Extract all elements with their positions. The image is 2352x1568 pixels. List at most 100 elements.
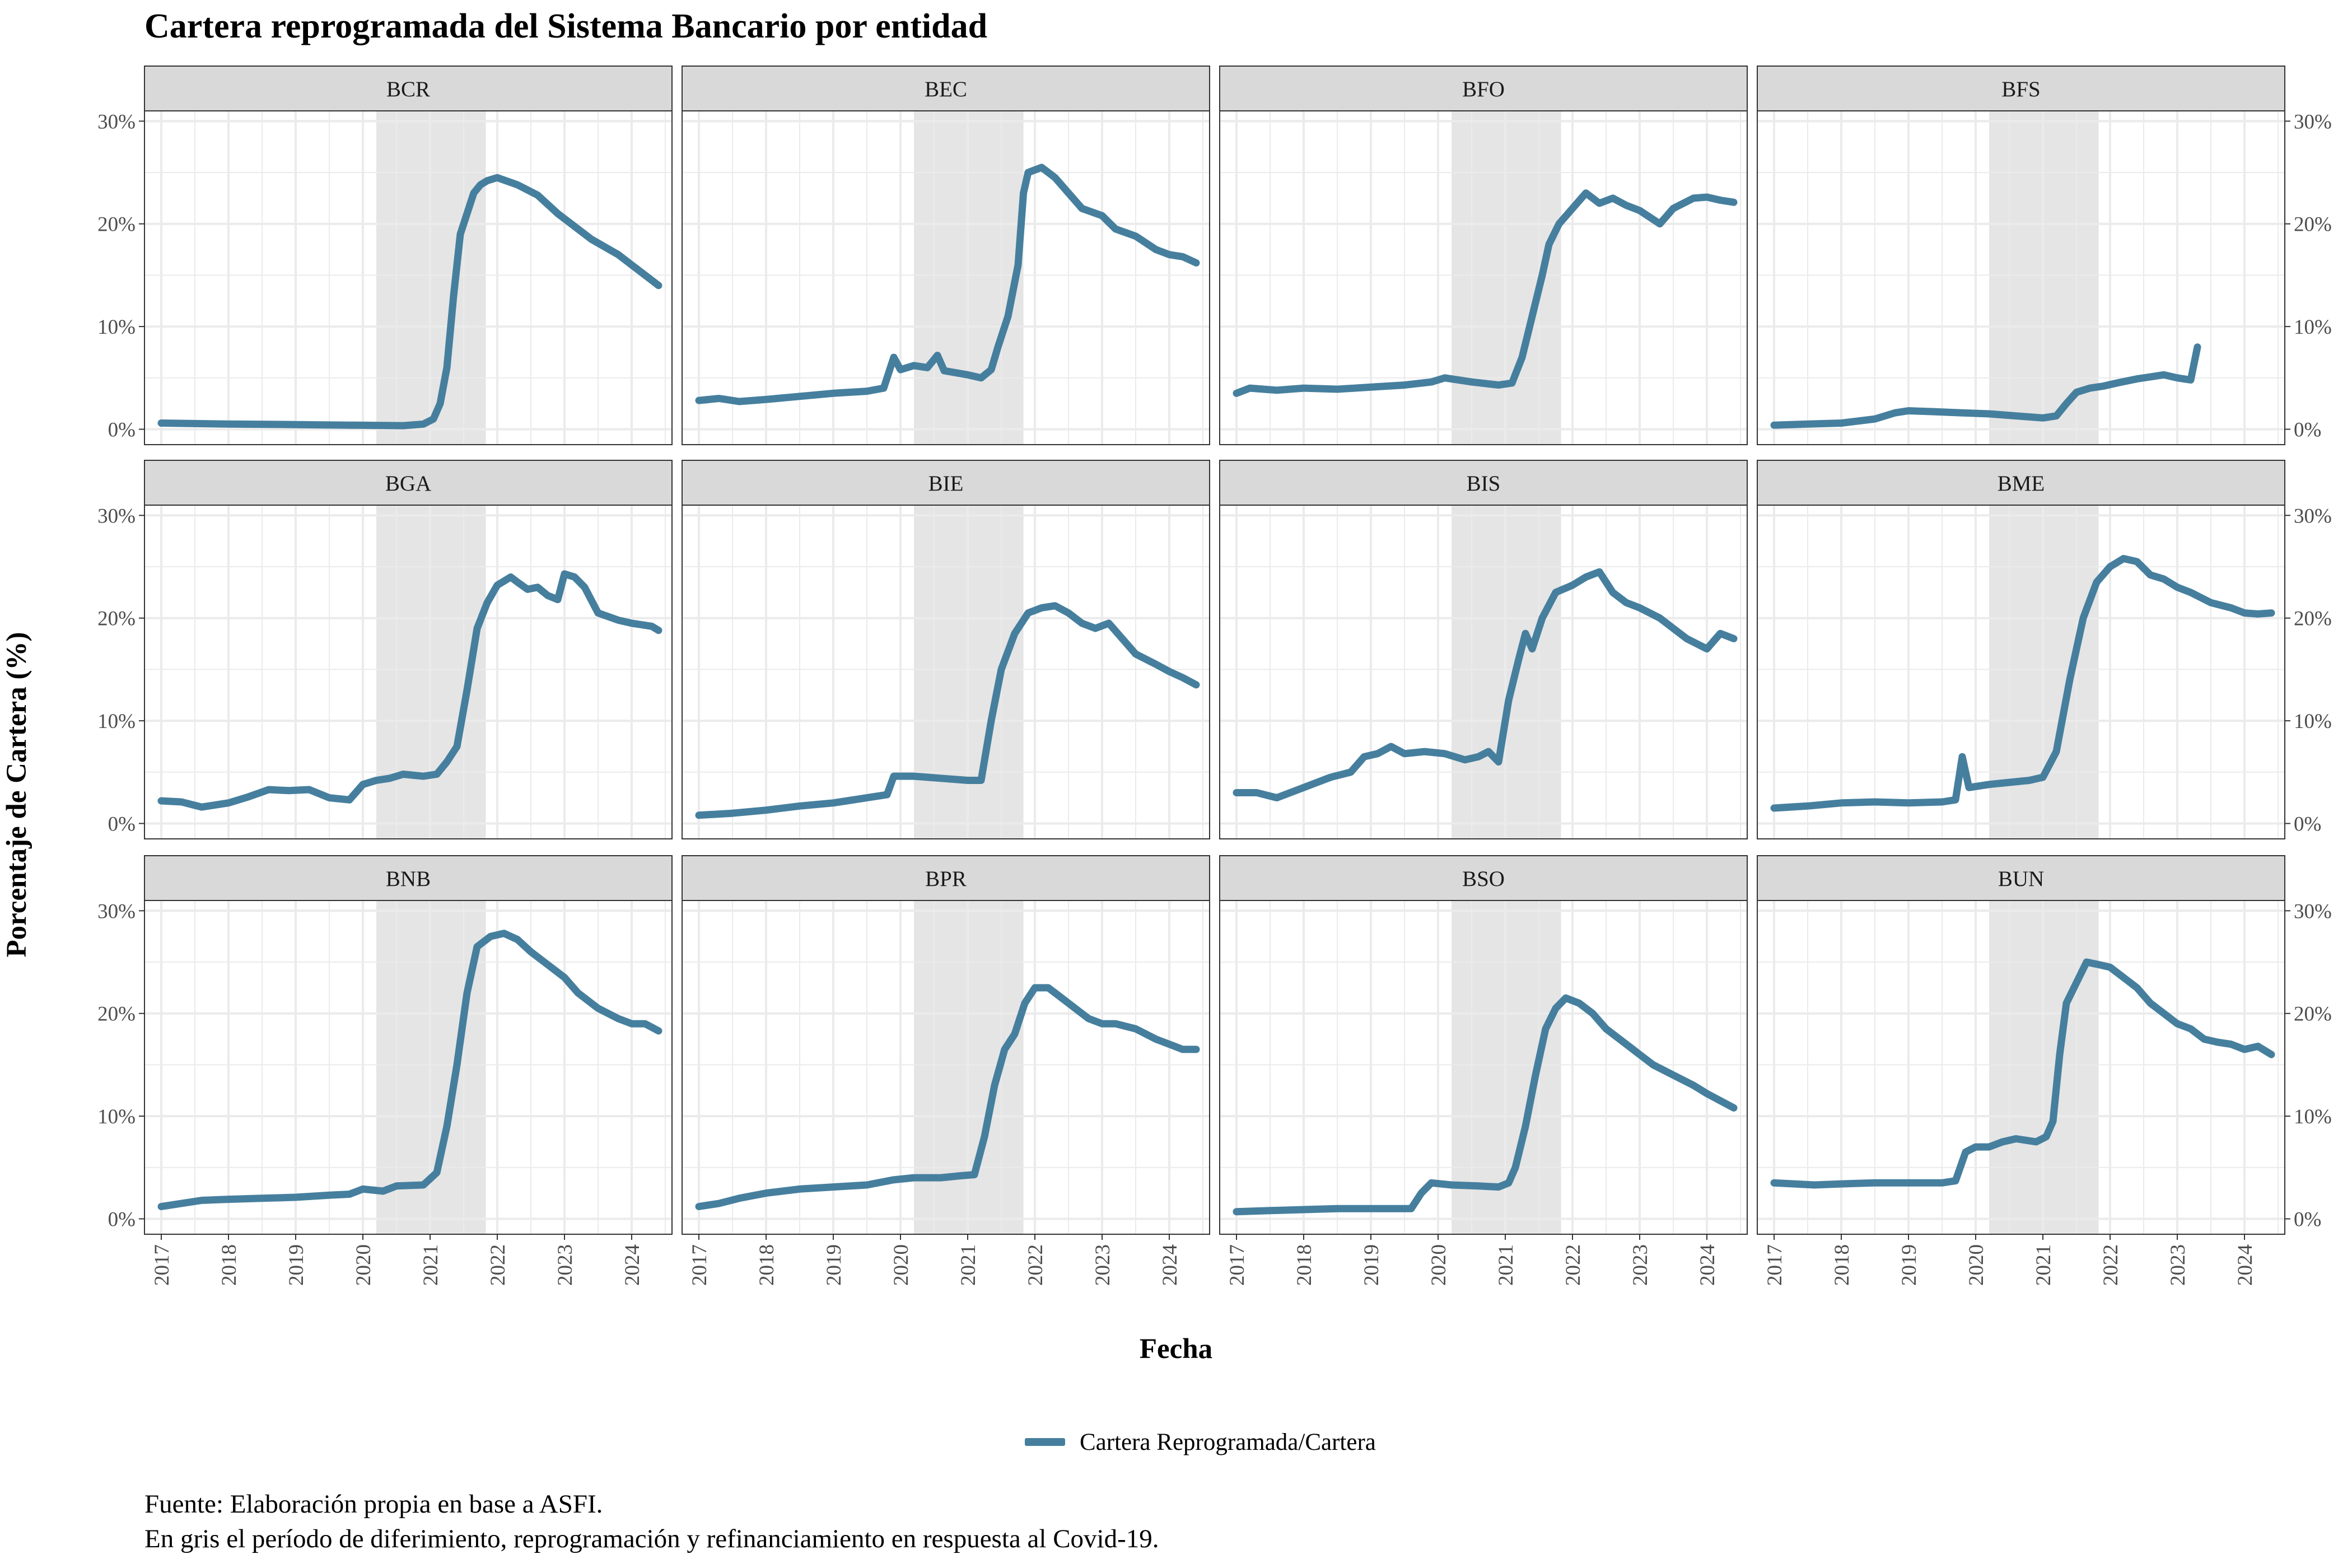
y-tick-label: 20% — [97, 608, 136, 631]
facet-strip — [1219, 460, 1748, 506]
facet-strip — [682, 460, 1210, 506]
panel-border — [1757, 505, 2285, 839]
y-tick-label: 10% — [97, 710, 136, 733]
x-tick-label: 2023 — [1091, 1244, 1114, 1286]
facet-strip-label: BME — [1998, 472, 2045, 496]
facet-strip-label: BIE — [928, 472, 964, 496]
facet-panel-bie: BIE — [682, 460, 1210, 839]
x-tick-label: 2017 — [1763, 1244, 1786, 1286]
x-tick-label: 2022 — [2099, 1244, 2122, 1286]
facet-strip-label: BFO — [1462, 77, 1505, 101]
facet-strip-label: BPR — [925, 867, 967, 891]
x-tick-label: 2017 — [688, 1244, 711, 1286]
y-tick-label: 0% — [108, 813, 136, 836]
facet-panel-bun: BUN 0% 10% 20% 30% 2017 2018 2019 2020 2021 2022 20… — [1757, 855, 2332, 1286]
x-tick-label: 2024 — [621, 1244, 644, 1286]
x-tick-label: 2017 — [151, 1244, 174, 1286]
x-tick-label: 2017 — [1226, 1244, 1249, 1286]
panel-border — [682, 900, 1210, 1235]
facet-strip — [1757, 855, 2285, 901]
facet-panel-bso: BSO 2017 2018 2019 2020 2021 2022 2023 2024 — [1219, 855, 1748, 1286]
series-line-bga — [157, 570, 662, 811]
facet-panel-bec: BEC — [682, 66, 1210, 445]
y-tick-label: 0% — [108, 1208, 136, 1231]
panel-border — [1219, 900, 1748, 1235]
x-tick-label: 2024 — [2234, 1244, 2257, 1286]
series-line-bfs — [1770, 343, 2201, 429]
series-line-bec — [695, 164, 1200, 405]
y-tick-label: 10% — [2294, 1105, 2332, 1128]
legend-line-key — [1025, 1438, 1065, 1446]
x-tick-label: 2023 — [554, 1244, 577, 1286]
y-tick-label: 0% — [2294, 1208, 2321, 1231]
panel-border — [1219, 505, 1748, 839]
y-tick-label: 10% — [97, 316, 136, 339]
panel-border — [144, 110, 673, 445]
x-tick-label: 2021 — [2032, 1244, 2055, 1286]
x-tick-label: 2024 — [1159, 1244, 1182, 1286]
facet-panel-bfs: BFS 0% 10% 20% 30% — [1757, 66, 2332, 445]
x-tick-label: 2021 — [957, 1244, 980, 1286]
y-tick-label: 10% — [2294, 316, 2332, 339]
panel-border — [144, 505, 673, 839]
facet-panel-bme: BME 0% 10% 20% 30% — [1757, 460, 2332, 839]
series-line-bme — [1770, 554, 2275, 812]
y-tick-label: 20% — [2294, 213, 2332, 236]
series-line-bpr — [695, 984, 1200, 1210]
facet-panel-bis: BIS — [1219, 460, 1748, 839]
series-line-bis — [1233, 568, 1738, 802]
facet-strip-label: BFS — [2001, 77, 2040, 101]
x-tick-label: 2022 — [1562, 1244, 1585, 1286]
series-line-bfo — [1233, 189, 1738, 397]
facet-strip-label: BUN — [1998, 867, 2044, 891]
facet-panel-bpr: BPR 2017 2018 2019 2020 2021 2022 2023 2024 — [682, 855, 1210, 1286]
series-line-bie — [695, 602, 1200, 819]
y-tick-label: 20% — [2294, 1003, 2332, 1026]
y-tick-label: 0% — [108, 418, 136, 441]
legend-label: Cartera Reprogramada/Cartera — [1080, 1429, 1376, 1455]
facet-strip — [144, 66, 673, 111]
x-tick-label: 2023 — [1629, 1244, 1652, 1286]
facet-strip — [1757, 66, 2285, 111]
y-tick-label: 10% — [2294, 710, 2332, 733]
series-line-bnb — [157, 930, 662, 1210]
x-tick-label: 2022 — [1024, 1244, 1047, 1286]
y-tick-label: 30% — [2294, 110, 2332, 133]
y-tick-label: 30% — [97, 110, 136, 133]
facet-strip — [682, 855, 1210, 901]
y-axis-label: Porcentaje de Cartera (%) — [1, 632, 32, 958]
x-tick-label: 2024 — [1696, 1244, 1719, 1286]
facet-panel-bga: BGA 0% 10% 20% 30% — [97, 460, 673, 839]
y-tick-label: 30% — [2294, 505, 2332, 528]
y-tick-label: 30% — [2294, 900, 2332, 923]
x-tick-label: 2020 — [352, 1244, 375, 1286]
facet-strip — [144, 855, 673, 901]
legend: Cartera Reprogramada/Cartera — [1025, 1425, 1376, 1459]
y-tick-label: 30% — [97, 505, 136, 528]
facet-strip-label: BNB — [386, 867, 431, 891]
x-tick-label: 2023 — [2167, 1244, 2190, 1286]
x-tick-label: 2018 — [1293, 1244, 1316, 1286]
y-tick-label: 0% — [2294, 418, 2321, 441]
facet-panel-bcr: BCR 0% 10% 20% 30% — [97, 66, 673, 445]
y-tick-label: 20% — [97, 1003, 136, 1026]
x-tick-label: 2020 — [1427, 1244, 1450, 1286]
facet-strip-label: BIS — [1467, 472, 1501, 496]
caption: Fuente: Elaboración propia en base a ASF… — [144, 1487, 1159, 1556]
x-tick-label: 2019 — [1360, 1244, 1383, 1286]
chart-title: Cartera reprogramada del Sistema Bancari… — [144, 7, 988, 45]
x-tick-label: 2019 — [285, 1244, 308, 1286]
series-line-bcr — [157, 174, 662, 430]
facet-strip-label: BGA — [385, 472, 431, 496]
panel-border — [1757, 110, 2285, 445]
y-tick-label: 10% — [97, 1105, 136, 1128]
facet-panel-bnb: BNB 0% 10% 20% 30% 2017 2018 2019 2020 2021 2022 20… — [97, 855, 673, 1286]
series-line-bun — [1770, 958, 2275, 1189]
facet-panel-bfo: BFO — [1219, 66, 1748, 445]
facet-strip — [1219, 66, 1748, 111]
y-tick-label: 20% — [97, 213, 136, 236]
x-tick-label: 2019 — [1898, 1244, 1921, 1286]
x-tick-label: 2019 — [823, 1244, 846, 1286]
x-tick-label: 2018 — [1831, 1244, 1854, 1286]
